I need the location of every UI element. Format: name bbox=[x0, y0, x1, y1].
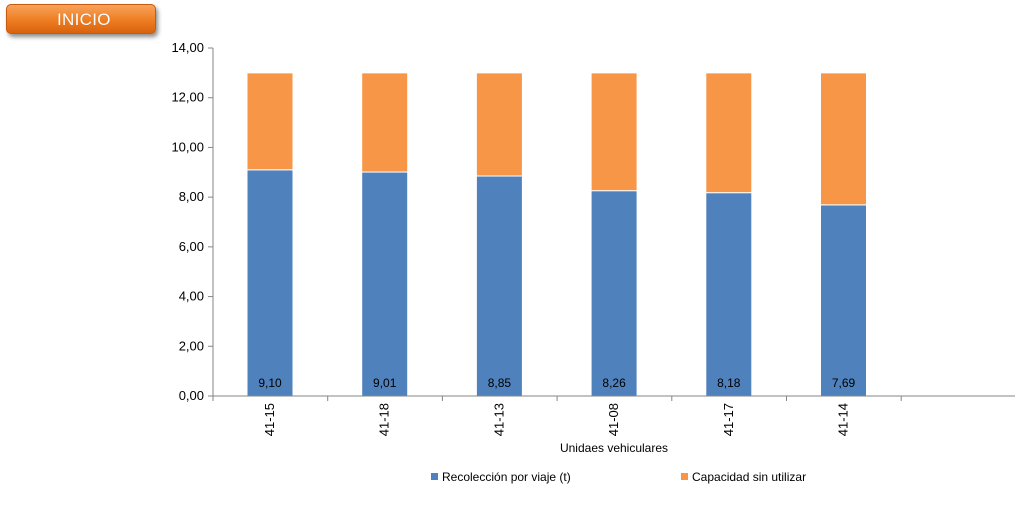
bar-capacidad bbox=[475, 72, 523, 177]
data-label: 9,10 bbox=[258, 376, 282, 390]
legend-item-label: Capacidad sin utilizar bbox=[692, 470, 806, 484]
y-tick-label: 10,00 bbox=[171, 139, 204, 154]
y-tick-label: 0,00 bbox=[179, 388, 204, 403]
data-label: 9,01 bbox=[373, 376, 397, 390]
y-tick-label: 6,00 bbox=[179, 239, 204, 254]
x-tick-label: 41-17 bbox=[721, 403, 736, 436]
x-tick-label: 41-18 bbox=[377, 403, 392, 436]
bar-recoleccion bbox=[705, 192, 753, 397]
bar-capacidad bbox=[590, 72, 638, 192]
data-label: 8,26 bbox=[602, 376, 626, 390]
bar-capacidad bbox=[361, 72, 409, 173]
legend-item-label: Recolección por viaje (t) bbox=[442, 470, 571, 484]
bar-recoleccion bbox=[475, 175, 523, 397]
data-label: 7,69 bbox=[832, 376, 856, 390]
bar-capacidad bbox=[705, 72, 753, 194]
data-label: 8,85 bbox=[488, 376, 512, 390]
x-axis: 41-15 41-18 41-13 41-08 41-17 41-14 bbox=[212, 395, 1015, 436]
bar-recoleccion bbox=[361, 171, 409, 397]
legend: Recolección por viaje (t) Capacidad sin u… bbox=[431, 470, 806, 484]
legend-swatch bbox=[681, 473, 688, 480]
y-tick-label: 2,00 bbox=[179, 338, 204, 353]
x-tick-label: 41-15 bbox=[262, 403, 277, 436]
bar-recoleccion bbox=[820, 204, 867, 397]
legend-swatch bbox=[431, 473, 438, 480]
x-tick-label: 41-14 bbox=[836, 403, 851, 436]
data-label: 8,18 bbox=[717, 376, 741, 390]
y-tick-label: 8,00 bbox=[179, 189, 204, 204]
bar-recoleccion bbox=[246, 169, 294, 397]
x-tick-label: 41-13 bbox=[491, 403, 506, 436]
x-axis-title: Unidaes vehiculares bbox=[560, 441, 668, 455]
bars: 9,10 9,01 8,85 8,26 8,18 7,69 bbox=[246, 72, 867, 397]
y-tick-label: 14,00 bbox=[171, 40, 204, 55]
y-tick-label: 12,00 bbox=[171, 90, 204, 105]
y-tick-label: 4,00 bbox=[179, 289, 204, 304]
x-tick-label: 41-08 bbox=[606, 403, 621, 436]
bar-capacidad bbox=[246, 72, 294, 171]
bar-capacidad bbox=[820, 72, 867, 206]
y-axis: 0,00 2,00 4,00 6,00 8,00 10,00 12,00 14,00 bbox=[171, 40, 214, 403]
bar-recoleccion bbox=[590, 190, 638, 397]
inicio-button[interactable]: INICIO bbox=[6, 4, 156, 34]
